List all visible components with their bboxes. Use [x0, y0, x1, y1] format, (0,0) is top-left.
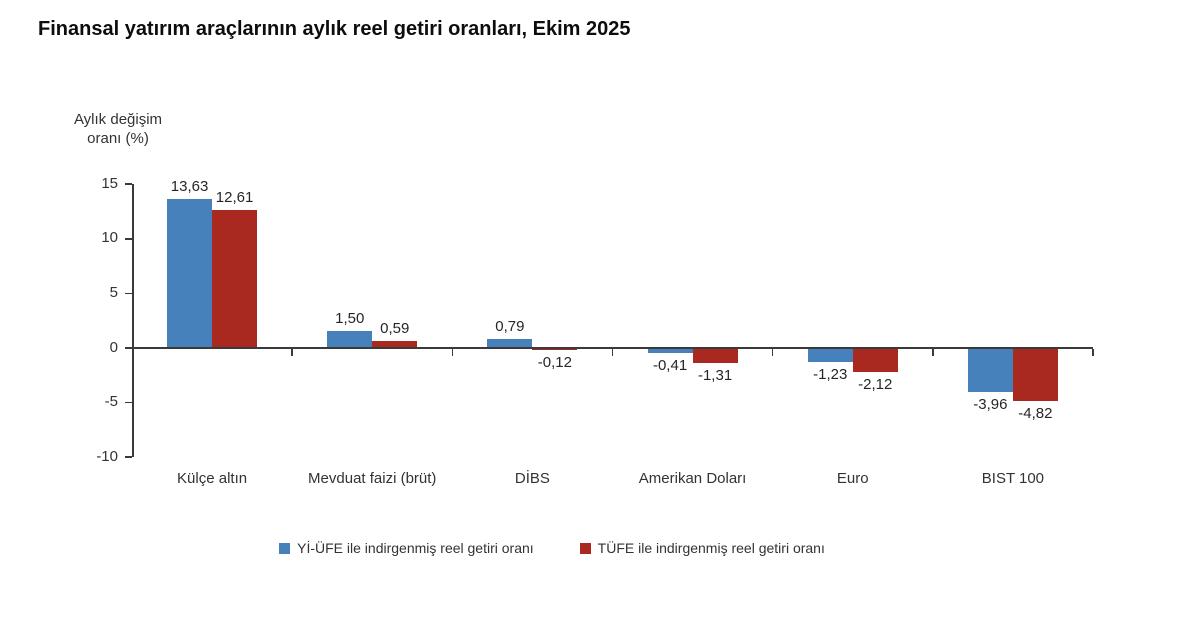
bar-value-label: -4,82: [1018, 405, 1053, 423]
y-axis-tick-label: 5: [109, 283, 118, 301]
y-axis-tick: [125, 238, 132, 240]
x-axis-category-label: Euro: [836, 470, 869, 487]
y-axis-tick: [125, 401, 132, 404]
bar-yi-ufe-2: [327, 331, 373, 348]
bar-value-label: 13,63: [170, 177, 209, 195]
bar-yi-ufe-5: [807, 348, 853, 362]
x-axis-tick: [771, 348, 774, 356]
y-axis-title-line-2: oranı (%): [87, 130, 149, 147]
chart-title: Finansal yatırım araçlarının aylık reel …: [38, 18, 631, 40]
legend-item-tufe: TÜFE ile indirgenmiş reel getiri oranı: [579, 540, 825, 556]
bar-tufe-6: [1012, 348, 1058, 402]
legend-item-yi-ufe: Yİ-ÜFE ile indirgenmiş reel getiri oranı: [279, 540, 534, 556]
y-axis-title-line-1: Aylık değişim: [73, 111, 163, 128]
bar-yi-ufe-1: [167, 198, 213, 348]
bar-tufe-5: [852, 348, 898, 372]
y-axis-tick-label: 15: [101, 174, 118, 192]
bar-value-label: -0,41: [652, 356, 688, 374]
bar-tufe-3: [532, 348, 578, 350]
chart-legend: Yİ-ÜFE ile indirgenmiş reel getiri oranı…: [0, 540, 1104, 556]
y-axis-tick: [125, 292, 132, 295]
y-axis-tick: [125, 456, 132, 458]
y-axis-tick: [125, 347, 132, 349]
bar-value-label: 0,79: [495, 317, 525, 335]
x-axis-category-label: DİBS: [514, 470, 550, 487]
bar-value-label: -0,12: [537, 353, 572, 371]
bar-tufe-4: [692, 348, 738, 363]
x-axis-tick: [451, 348, 454, 356]
legend-label-yi-ufe: Yİ-ÜFE ile indirgenmiş reel getiri oranı: [297, 540, 534, 556]
bar-value-label: 1,50: [335, 310, 365, 328]
bar-value-label: -2,12: [858, 375, 893, 393]
bar-tufe-2: [372, 341, 418, 348]
x-axis-tick: [932, 348, 934, 356]
bar-yi-ufe-4: [647, 348, 693, 353]
legend-swatch-blue-icon: [279, 542, 291, 554]
x-axis-category-label: BIST 100: [981, 470, 1045, 487]
x-axis-line: [132, 346, 1093, 349]
legend-swatch-red-icon: [579, 542, 591, 554]
y-axis-line: [132, 184, 134, 457]
y-axis-tick-label: 10: [101, 229, 118, 247]
y-axis-tick-label: 0: [109, 338, 118, 356]
y-axis-title: Aylık değişim oranı (%): [52, 110, 184, 148]
bar-value-label: 0,59: [380, 320, 410, 338]
x-axis-tick: [1092, 348, 1094, 356]
bar-value-label: 12,61: [215, 188, 254, 206]
y-axis-tick-label: -5: [104, 393, 118, 411]
x-axis-tick: [291, 348, 293, 356]
bar-value-label: -3,96: [973, 395, 1008, 413]
y-axis-tick-label: -10: [96, 447, 118, 465]
legend-label-tufe: TÜFE ile indirgenmiş reel getiri oranı: [597, 540, 825, 556]
x-axis-tick: [611, 348, 614, 356]
y-axis-tick: [125, 183, 132, 185]
bar-value-label: -1,31: [697, 366, 733, 384]
bar-value-label: -1,23: [813, 365, 848, 383]
bar-yi-ufe-6: [967, 348, 1013, 392]
bar-yi-ufe-3: [487, 338, 533, 348]
x-axis-category-label: Amerikan Doları: [638, 470, 747, 487]
x-axis-category-label: Mevduat faizi (brüt): [308, 470, 437, 487]
bar-tufe-1: [212, 209, 258, 348]
x-axis-category-label: Külçe altın: [177, 470, 248, 487]
